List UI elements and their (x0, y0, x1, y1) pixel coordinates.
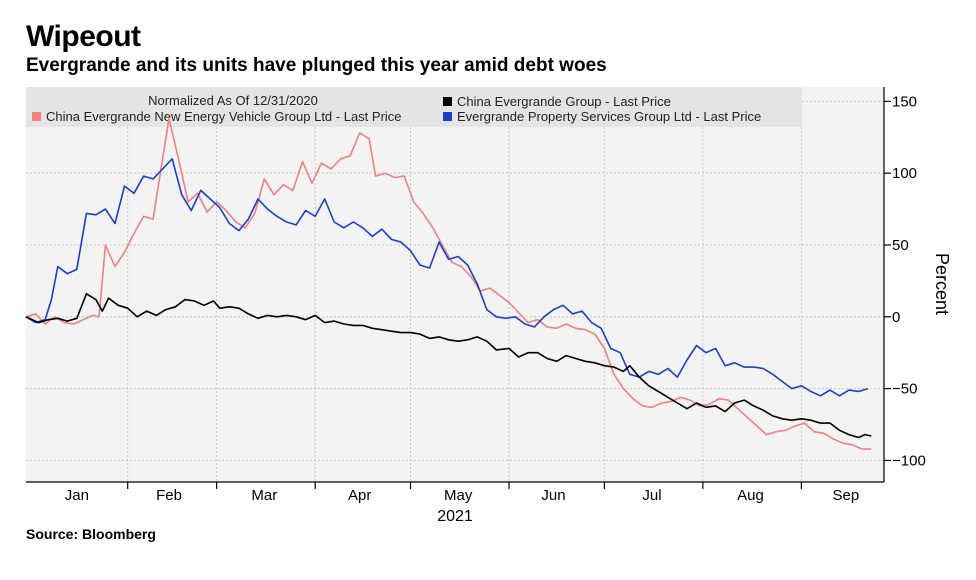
series-line-1 (25, 292, 872, 439)
source-note: Source: Bloomberg (26, 526, 156, 542)
y-tick-label: 150 (892, 93, 917, 110)
series-layer (25, 117, 872, 450)
y-tick-label: 50 (892, 237, 909, 254)
y-tick-label: 0 (892, 309, 900, 326)
legend-title: Normalized As Of 12/31/2020 (148, 93, 318, 108)
x-tick-label: Jul (642, 487, 661, 504)
legend-label: China Evergrande New Energy Vehicle Grou… (46, 109, 402, 124)
series-line-2 (25, 117, 872, 450)
x-axis-ticks: Jan Feb Mar Apr May Jun Jul Aug Sep (65, 482, 859, 504)
legend-swatch (443, 97, 452, 106)
x-tick-label: Mar (251, 487, 277, 504)
series-line-3 (25, 158, 869, 397)
x-tick-label: Apr (348, 487, 371, 504)
x-tick-label: Aug (737, 487, 764, 504)
legend: China Evergrande Group - Last Price China… (32, 94, 761, 124)
y-tick-label: 100 (892, 165, 917, 182)
x-tick-label: Jun (541, 487, 565, 504)
x-tick-label: Jan (65, 487, 89, 504)
x-tick-label: Sep (833, 487, 860, 504)
x-tick-label: May (444, 487, 473, 504)
legend-swatch (443, 112, 452, 121)
y-axis-ticks: 150 100 50 0 −50 −100 (884, 93, 926, 469)
y-tick-label: −50 (892, 381, 917, 398)
plot-area (26, 87, 884, 482)
y-axis-label: Percent (932, 253, 952, 315)
y-tick-label: −100 (892, 452, 926, 469)
x-tick-label: Feb (156, 487, 182, 504)
legend-label: China Evergrande Group - Last Price (457, 94, 671, 109)
chart-subtitle: Evergrande and its units have plunged th… (26, 55, 607, 76)
legend-box (26, 87, 802, 127)
legend-label: Evergrande Property Services Group Ltd -… (457, 109, 761, 124)
legend-swatch (32, 112, 41, 121)
chart-title: Wipeout (26, 20, 141, 53)
grid-layer (26, 87, 884, 482)
x-axis-year-label: 2021 (437, 508, 473, 525)
